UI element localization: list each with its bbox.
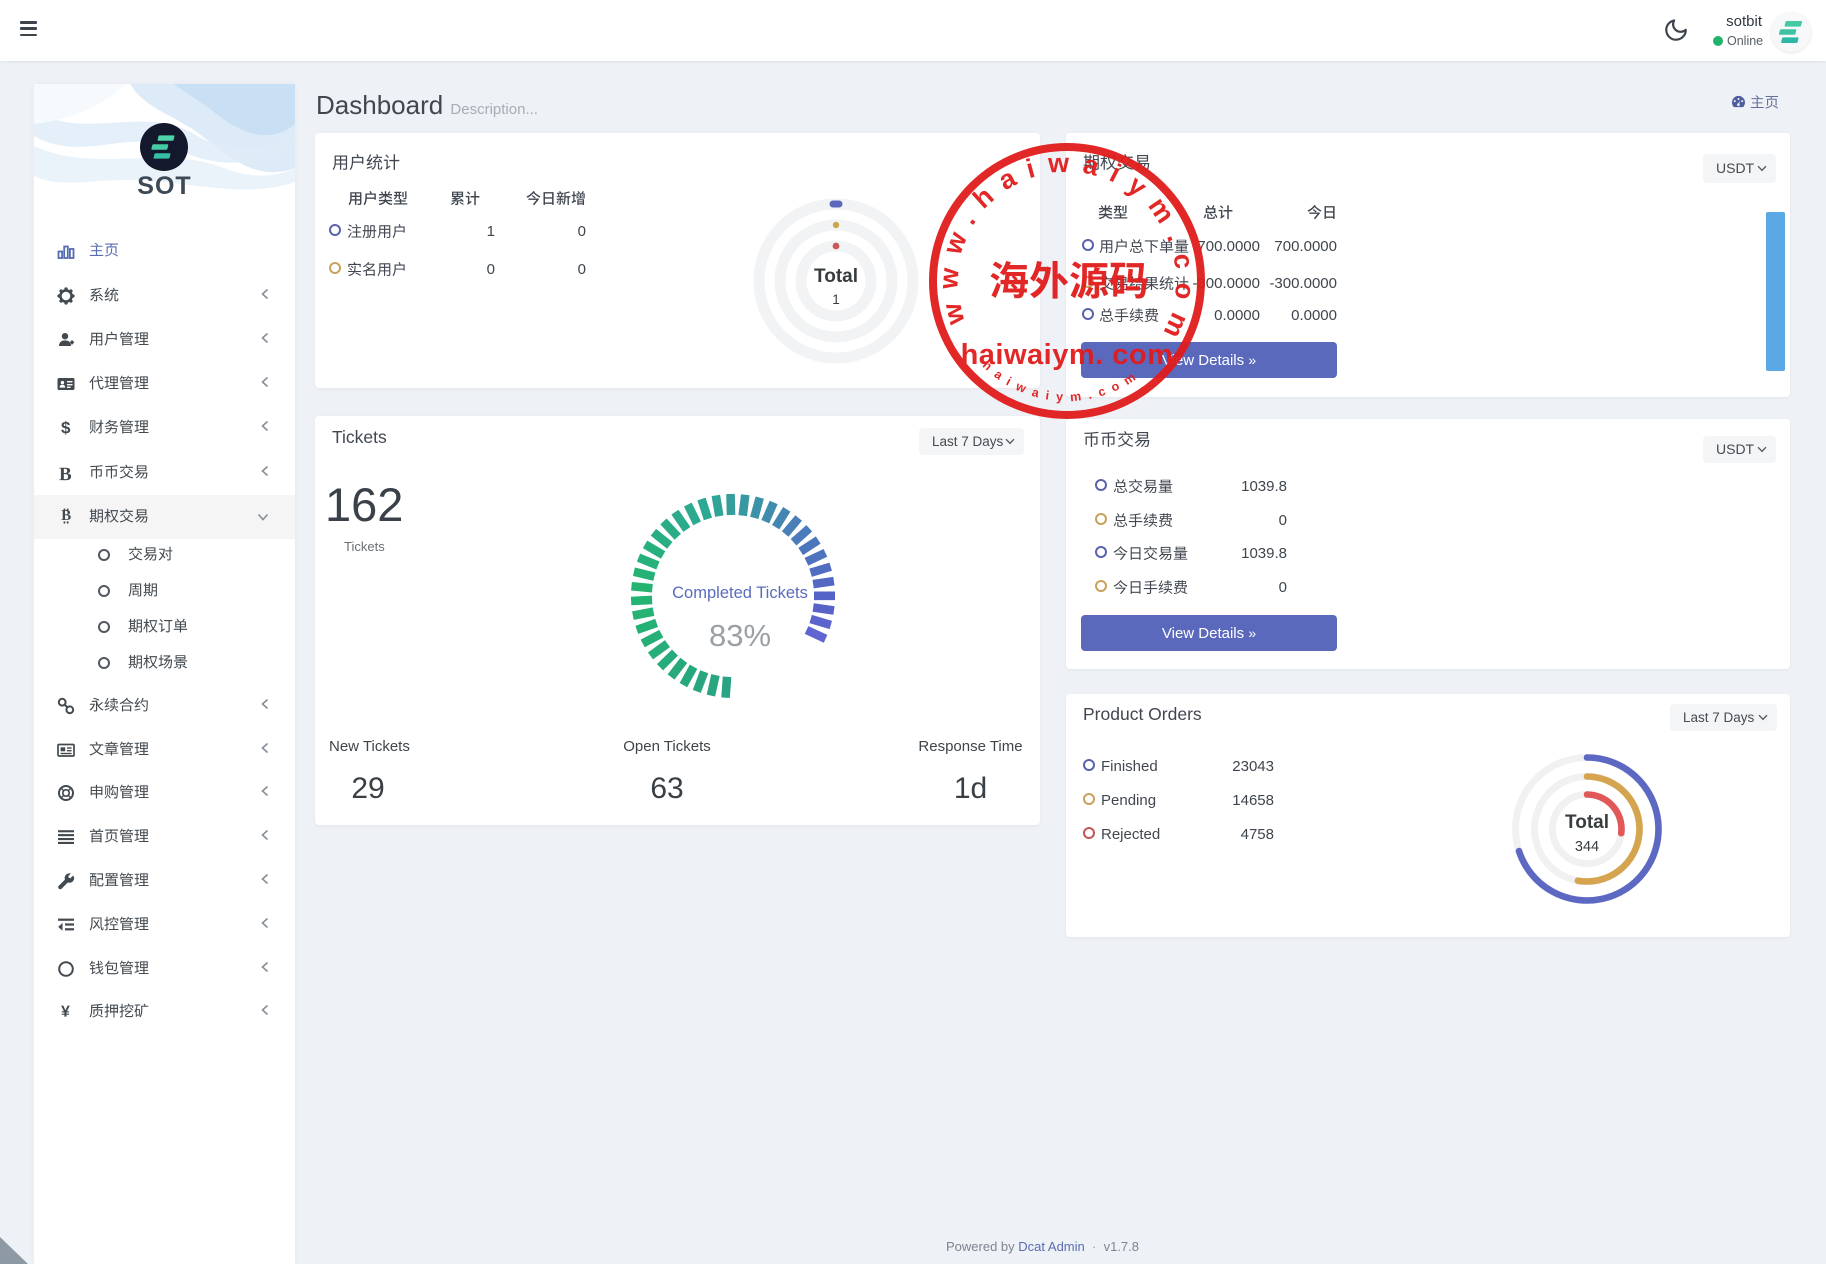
svg-text:83%: 83% bbox=[709, 618, 771, 653]
svg-text:Completed Tickets: Completed Tickets bbox=[672, 584, 808, 602]
svg-text:1: 1 bbox=[832, 292, 840, 307]
svg-text:344: 344 bbox=[1575, 839, 1599, 855]
svg-text:Total: Total bbox=[1565, 812, 1609, 833]
svg-text:www.haiwaiym.com: www.haiwaiym.com bbox=[933, 148, 1201, 354]
svg-text:haiwaiym. com: haiwaiym. com bbox=[961, 339, 1174, 371]
svg-text:Total: Total bbox=[814, 266, 858, 287]
